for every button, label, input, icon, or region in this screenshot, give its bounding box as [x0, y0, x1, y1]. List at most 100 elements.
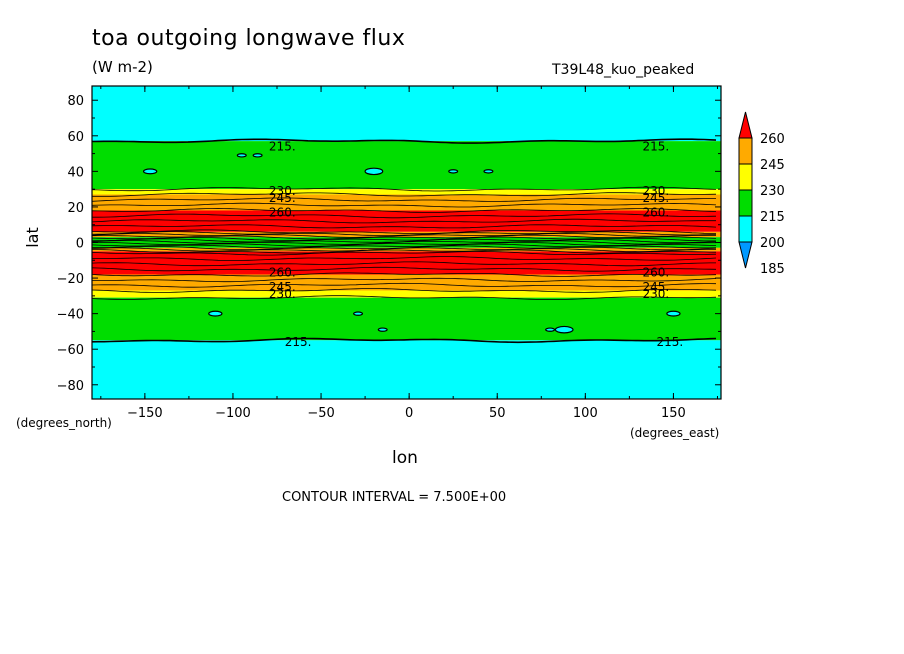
contour-line	[91, 236, 716, 242]
y-tick-label: −80	[57, 379, 84, 394]
contour-line	[91, 282, 717, 288]
contour-line	[91, 218, 716, 224]
contour-label: 230.	[269, 184, 296, 198]
contour-blob	[554, 325, 574, 334]
contour-line	[91, 229, 717, 234]
contour-line	[91, 232, 716, 238]
run-label: T39L48_kuo_peaked	[552, 62, 695, 78]
contour-label: 230.	[642, 287, 669, 301]
band-245	[92, 274, 721, 291]
contour-line	[92, 277, 717, 283]
band-230	[92, 189, 721, 195]
colorbar-extend-top	[738, 111, 753, 139]
contour-label: 215.	[642, 139, 669, 153]
contour-label: 245.	[269, 280, 296, 294]
contour-line	[91, 249, 717, 254]
contour-line	[91, 266, 717, 272]
y-axis-units: (degrees_north)	[16, 416, 112, 430]
contour-line	[91, 337, 717, 344]
contour-blob	[666, 310, 681, 317]
y-tick-label: 20	[67, 201, 84, 216]
contour-line	[91, 247, 716, 253]
contour-line	[92, 241, 717, 247]
x-tick-label: −150	[127, 406, 163, 421]
contour-line	[91, 202, 717, 208]
colorbar-label: 200	[760, 236, 785, 251]
band-215	[92, 237, 721, 248]
band-230	[92, 290, 721, 298]
contour-line	[92, 213, 717, 219]
colorbar-label: 260	[760, 132, 785, 147]
band-200	[92, 340, 721, 399]
contour-label: 245.	[269, 191, 296, 205]
colorbar: 260 245 230 215 200 185	[738, 111, 785, 277]
contour-label: 245.	[642, 191, 669, 205]
contour-label: 230.	[642, 184, 669, 198]
contour-label: 260.	[642, 266, 669, 280]
contour-blob	[252, 153, 263, 158]
contour-line	[91, 234, 717, 240]
y-tick-label: −40	[57, 308, 84, 323]
colorbar-label: 215	[760, 210, 785, 225]
chart-subtitle: (W m-2)	[92, 58, 153, 76]
contour-label: 260.	[269, 205, 296, 219]
band-215	[92, 141, 721, 190]
contour-blob	[208, 310, 223, 317]
contour-blob	[353, 311, 364, 316]
contour-interval: CONTOUR INTERVAL = 7.500E+00	[282, 490, 507, 505]
contour-blob	[364, 167, 384, 176]
contour-label: 260.	[642, 205, 669, 219]
contour-line	[91, 261, 716, 267]
band-200	[92, 86, 721, 142]
contour-label: 260.	[269, 266, 296, 280]
contour-line	[91, 208, 717, 213]
band-215	[92, 297, 721, 341]
contour-line	[91, 250, 717, 256]
contour-label: 230.	[269, 287, 296, 301]
colorbar-segment	[738, 137, 753, 165]
contour-blob	[142, 168, 158, 175]
contour-line	[91, 240, 716, 245]
band-245	[92, 247, 721, 252]
contour-line	[92, 256, 717, 261]
contour-blob	[236, 153, 247, 158]
contour-blob	[448, 169, 459, 174]
band-260	[92, 251, 721, 275]
y-tick-label: −20	[57, 272, 84, 287]
contour-line	[91, 224, 717, 229]
contour-line	[91, 138, 717, 144]
contour-line	[91, 186, 717, 192]
x-tick-label: −50	[307, 406, 334, 421]
contour-line	[91, 288, 717, 293]
y-tick-label: 80	[67, 94, 84, 109]
chart-title: toa outgoing longwave flux	[92, 26, 406, 51]
band-245	[92, 194, 721, 211]
contour-line	[92, 192, 717, 197]
y-tick-label: −60	[57, 343, 84, 358]
contour-line	[91, 243, 717, 249]
colorbar-segment	[738, 189, 753, 217]
x-axis-label: lon	[392, 448, 418, 468]
y-tick-label: 60	[67, 130, 84, 145]
x-tick-label: 0	[405, 406, 413, 421]
contour-label: 215.	[285, 335, 312, 349]
contour-line	[91, 295, 717, 300]
colorbar-label: 245	[760, 158, 785, 173]
contour-line	[91, 272, 717, 277]
contour-line	[91, 197, 716, 202]
colorbar-extend-bottom	[738, 241, 753, 269]
band-245	[92, 231, 721, 238]
contour-blob	[483, 169, 494, 174]
contour-blob	[377, 327, 388, 332]
y-tick-label: 40	[67, 165, 84, 180]
x-tick-label: −100	[215, 406, 251, 421]
x-tick-label: 50	[489, 406, 506, 421]
x-axis-units: (degrees_east)	[630, 426, 720, 440]
plot-area: 215. 215.230.245.260.230.245.260.260.245.…	[91, 86, 721, 399]
contour-label: 245.	[642, 280, 669, 294]
colorbar-segment	[738, 215, 753, 243]
contour-blob	[545, 327, 556, 332]
axes: −150 −100 −50 0 50 100 150 80 60 40 20 0 −20 −40 −60 −8…	[57, 85, 722, 421]
contour-label: 215.	[269, 139, 296, 153]
